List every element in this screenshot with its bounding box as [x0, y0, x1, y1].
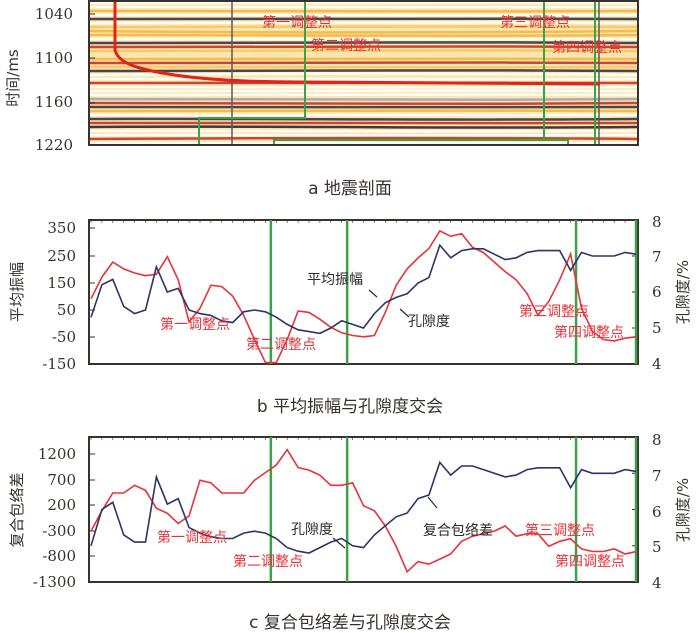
- y2-tick: 4: [652, 355, 662, 373]
- series-composite-envelope-diff: [90, 448, 637, 574]
- y-tick: 700: [47, 471, 76, 489]
- adjust-point-label-3: 第三调整点: [500, 14, 570, 31]
- y-tick: -800: [42, 547, 76, 565]
- seismic-svg: 1040 1100 1160 1220 时间/ms 第一调整点 第二调整点 第三…: [4, 0, 639, 154]
- caption-c: c 复合包络差与孔隙度交会: [249, 613, 451, 633]
- y-tick: 50: [57, 301, 76, 319]
- y2-axis-title: 孔隙度/%: [674, 478, 692, 542]
- adjust-point-label-4: 第四调整点: [555, 553, 625, 570]
- series-label-amplitude: 平均振幅: [307, 272, 363, 288]
- y-tick: 200: [47, 496, 76, 514]
- caption-b: b 平均振幅与孔隙度交会: [256, 397, 444, 417]
- series-label-porosity: 孔隙度: [291, 522, 333, 538]
- y2-tick: 8: [652, 213, 662, 231]
- y2-tick: 6: [652, 503, 662, 521]
- y2-tick: 7: [652, 248, 662, 266]
- arrow-icon: [368, 289, 378, 298]
- plot-frame: [88, 219, 639, 365]
- y-tick: -300: [42, 522, 76, 540]
- adjust-point-label-4: 第四调整点: [552, 39, 622, 56]
- adjust-point-label-2: 第二调整点: [233, 553, 303, 570]
- adjust-point-label-3: 第三调整点: [525, 522, 595, 539]
- green-boundary-2: [273, 139, 545, 145]
- y2-axis-title: 孔隙度/%: [674, 260, 692, 324]
- y-tick: -50: [52, 328, 76, 346]
- y2-tick: 8: [652, 431, 662, 449]
- adjust-point-label-4: 第四调整点: [554, 324, 624, 341]
- y-tick: 1200: [38, 445, 76, 463]
- green-boundary-3: [543, 1, 569, 145]
- y-tick: 1100: [35, 49, 73, 67]
- y-tick: -150: [42, 355, 76, 373]
- adjust-point-label-1: 第一调整点: [262, 14, 332, 31]
- red-horizon-curve: [113, 1, 601, 86]
- chart-b-svg: 350 250 150 50 -50 -150 8 7 6 5 4 平均振幅 孔…: [8, 213, 692, 373]
- series-porosity: [90, 243, 637, 335]
- panel-c-envelope-porosity: 1200 700 200 -300 -800 -1300 8 7 6 5 4 复…: [0, 420, 700, 633]
- y2-tick: 5: [652, 319, 662, 337]
- series-label-envelope: 复合包络差: [423, 522, 493, 539]
- adjust-point-label-2: 第二调整点: [246, 336, 316, 353]
- panel-a-seismic: 1040 1100 1160 1220 时间/ms 第一调整点 第二调整点 第三…: [0, 0, 700, 200]
- y-axis-title: 时间/ms: [4, 49, 22, 107]
- adjust-point-label-1: 第一调整点: [157, 529, 227, 546]
- y2-tick: 4: [652, 574, 662, 592]
- y-tick: 1160: [35, 93, 73, 111]
- y-tick: 150: [47, 274, 76, 292]
- adjust-point-label-3: 第三调整点: [519, 303, 589, 320]
- green-boundary-1: [198, 1, 306, 145]
- y2-tick: 6: [652, 283, 662, 301]
- arrow-icon: [399, 308, 410, 318]
- series-label-porosity: 孔隙度: [408, 314, 450, 330]
- y-tick: 250: [47, 247, 76, 265]
- y-tick: 1040: [35, 5, 73, 23]
- arrow-icon: [427, 496, 438, 509]
- chart-c-svg: 1200 700 200 -300 -800 -1300 8 7 6 5 4 复…: [8, 431, 692, 592]
- seismic-image: [88, 1, 639, 145]
- adjust-point-label-1: 第一调整点: [160, 316, 230, 333]
- y-axis-title: 复合包络差: [8, 472, 26, 547]
- y-tick: 350: [47, 219, 76, 237]
- adjust-point-label-2: 第二调整点: [311, 37, 381, 54]
- y2-tick: 5: [652, 538, 662, 556]
- plot-frame: [88, 0, 639, 146]
- y-tick: 1220: [35, 136, 73, 154]
- arrow-icon: [332, 537, 346, 549]
- y-tick: -1300: [33, 573, 76, 591]
- series-porosity: [90, 460, 637, 554]
- caption-a: a 地震剖面: [308, 179, 392, 199]
- y2-tick: 7: [652, 467, 662, 485]
- y-axis-title: 平均振幅: [8, 262, 26, 322]
- panel-b-amplitude-porosity: 350 250 150 50 -50 -150 8 7 6 5 4 平均振幅 孔…: [0, 200, 700, 420]
